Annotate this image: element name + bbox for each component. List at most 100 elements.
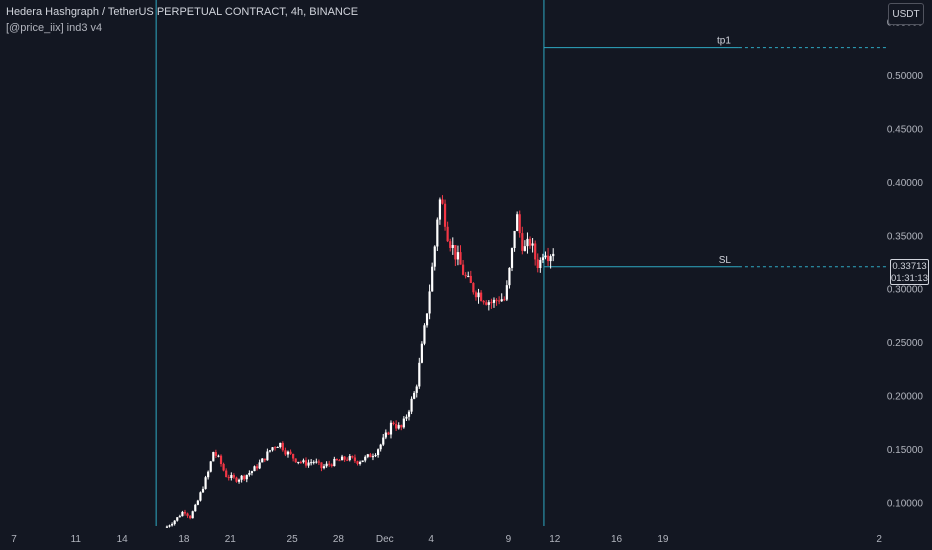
- candle-down: [521, 233, 524, 251]
- time-axis: 7 11 14 18 21 25 28 Dec 4 9 12 16 19 2: [11, 534, 882, 545]
- candle-up: [513, 230, 516, 249]
- candle-up: [171, 524, 174, 526]
- candle-down: [255, 466, 259, 469]
- price-tick-label: 0.10000: [887, 499, 924, 510]
- last-price-value: 0.33713: [892, 261, 927, 272]
- candle-down: [485, 302, 488, 305]
- candle-up: [510, 248, 514, 268]
- time-tick-label: 18: [178, 534, 190, 545]
- candle-down: [183, 511, 187, 514]
- candle-down: [454, 245, 457, 260]
- candle-down: [469, 275, 472, 284]
- candle-up: [191, 511, 194, 519]
- candle-up: [276, 446, 279, 448]
- candle-up: [181, 511, 184, 517]
- candle-up: [477, 292, 480, 298]
- candle-up: [516, 214, 519, 231]
- candle-up: [217, 455, 220, 457]
- candle-up: [410, 398, 413, 412]
- candle-down: [235, 477, 238, 482]
- candle-down: [459, 252, 462, 265]
- candle-up: [531, 243, 534, 246]
- candle-down: [480, 292, 483, 302]
- price-tick-label: 0.50000: [887, 71, 924, 82]
- candle-up: [541, 257, 545, 261]
- candle-up: [407, 411, 411, 417]
- candle-up: [168, 525, 171, 527]
- price-levels: tp1 SL: [543, 36, 888, 268]
- candle-up: [279, 442, 282, 447]
- candle-down: [474, 292, 478, 298]
- candle-down: [346, 459, 349, 461]
- candle-up: [358, 461, 362, 464]
- price-tick-label: 0.45000: [887, 124, 924, 135]
- candle-up: [366, 454, 369, 457]
- candle-up: [438, 199, 442, 220]
- candle-up: [523, 246, 526, 251]
- candle-up: [415, 386, 418, 393]
- candle-down: [441, 199, 444, 204]
- candle-down: [400, 425, 403, 428]
- price-tick-label: 0.20000: [887, 392, 924, 403]
- candle-up: [310, 462, 313, 464]
- candle-up: [377, 449, 380, 456]
- candle-down: [343, 456, 346, 460]
- candle-down: [227, 477, 230, 479]
- candle-up: [467, 275, 470, 277]
- candle-up: [212, 452, 215, 462]
- candle-up: [312, 461, 315, 463]
- candle-up: [364, 456, 367, 461]
- candle-down: [356, 461, 359, 464]
- price-tick-label: 0.25000: [887, 338, 924, 349]
- candle-down: [274, 447, 277, 449]
- candle-up: [266, 451, 269, 461]
- candle-down: [387, 432, 390, 435]
- candle-up: [382, 437, 385, 445]
- candle-up: [505, 285, 508, 300]
- candle-down: [189, 515, 192, 519]
- candle-up: [261, 458, 264, 463]
- candle-down: [528, 238, 532, 246]
- candle-up: [508, 267, 511, 286]
- time-tick-label: 28: [333, 534, 345, 545]
- time-tick-label: 21: [225, 534, 237, 545]
- candle-down: [263, 458, 266, 461]
- candle-up: [397, 425, 400, 429]
- candle-up: [165, 526, 169, 528]
- candle-up: [428, 291, 431, 314]
- candle-down: [446, 226, 449, 242]
- indicator-label[interactable]: [@price_iix] ind3 v4: [6, 22, 103, 34]
- time-tick-label: 9: [506, 534, 512, 545]
- candle-down: [225, 470, 228, 478]
- candle-up: [333, 458, 336, 467]
- candle-down: [443, 203, 447, 227]
- candle-up: [237, 479, 241, 482]
- candle-down: [320, 462, 323, 469]
- candle-up: [176, 517, 179, 521]
- time-tick-label: 19: [657, 534, 669, 545]
- candle-up: [209, 461, 212, 472]
- candle-up: [384, 432, 387, 438]
- candle-up: [549, 256, 552, 262]
- candle-up: [425, 313, 429, 326]
- candle-down: [503, 299, 506, 301]
- candle-down: [294, 458, 297, 463]
- candle-down: [369, 454, 372, 458]
- candle-up: [204, 477, 207, 489]
- candle-up: [322, 466, 326, 469]
- candle-down: [534, 243, 537, 260]
- candle-up: [307, 462, 310, 466]
- candle-up: [413, 392, 416, 399]
- candle-down: [304, 460, 308, 466]
- candle-down: [395, 424, 398, 429]
- currency-button[interactable]: USDT: [888, 3, 924, 25]
- candle-up: [418, 362, 421, 387]
- candle-down: [536, 259, 539, 269]
- candle-up: [199, 492, 202, 501]
- candle-up: [271, 447, 274, 451]
- candle-up: [173, 520, 176, 525]
- time-tick-label: 14: [117, 534, 129, 545]
- candle-up: [348, 456, 351, 461]
